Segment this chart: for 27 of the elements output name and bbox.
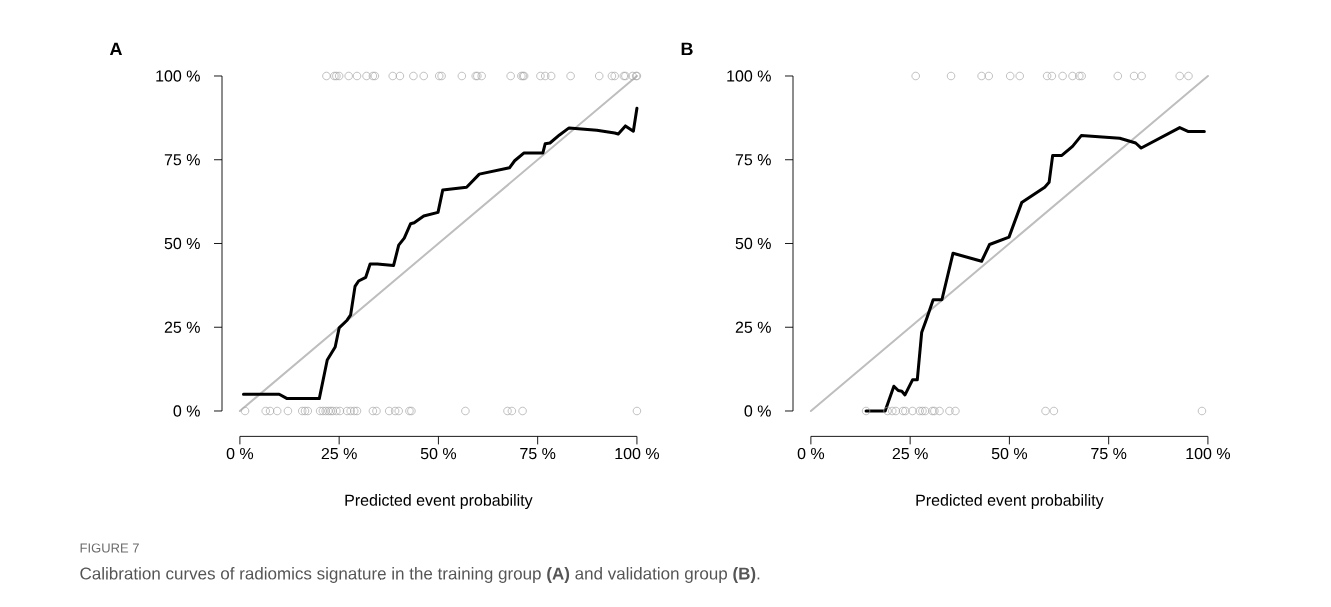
chart-title: B — [681, 42, 693, 56]
y-tick-label: 100 % — [727, 70, 771, 82]
caption: FIGURE 7 — [80, 543, 139, 553]
x-tick-label: 0 % — [226, 447, 254, 460]
x-tick-label: 75 % — [1091, 447, 1127, 460]
x-tick-label: 50 % — [420, 447, 457, 460]
x-tick-label: 50 % — [991, 447, 1028, 460]
y-tick-label: 0 % — [744, 405, 771, 417]
y-tick-label: 50 % — [164, 237, 200, 250]
x-tick-label: 0 % — [797, 447, 825, 460]
y-tick-label: 75 % — [735, 154, 771, 166]
y-tick-label: 25 % — [164, 321, 200, 333]
y-tick-label: 0 % — [173, 405, 200, 417]
x-axis-title: Predicted event probability — [916, 494, 1104, 510]
x-tick-label: 75 % — [520, 447, 556, 460]
y-tick-label: 25 % — [735, 321, 771, 333]
x-axis-title: Predicted event probability — [345, 494, 533, 510]
y-tick-label: 100 % — [156, 70, 200, 82]
x-tick-label: 100 % — [1186, 447, 1231, 460]
text: Calibration curves of radiomics signature in the training group (A) and validation group (B). — [80, 567, 760, 583]
y-tick-label: 50 % — [735, 237, 771, 250]
y-tick-label: 75 % — [164, 154, 200, 166]
x-tick-label: 100 % — [615, 447, 660, 460]
line-series — [864, 126, 1206, 413]
chart-title: A — [109, 42, 123, 56]
x-tick-label: 25 % — [321, 447, 357, 460]
x-tick-label: 25 % — [892, 447, 928, 460]
